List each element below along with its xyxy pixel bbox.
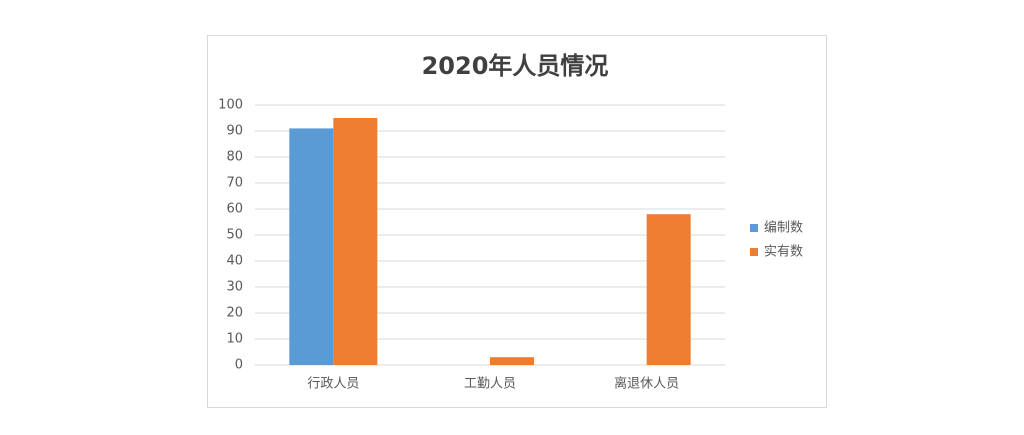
bar [333,118,378,365]
x-tick-label: 行政人员 [307,377,359,392]
legend-label: 实有数 [764,245,803,260]
y-tick-label: 100 [218,98,243,113]
y-tick-label: 10 [226,332,243,347]
y-tick-label: 0 [235,358,243,373]
legend-swatch [750,224,758,232]
legend-swatch [750,248,758,256]
x-tick-label: 离退休人员 [614,376,679,392]
bar [490,357,534,365]
y-tick-label: 40 [226,254,243,269]
y-tick-label: 30 [226,280,243,295]
y-tick-label: 70 [226,176,243,191]
y-tick-label: 60 [226,202,243,217]
bar [289,128,334,365]
y-tick-label: 50 [226,228,243,243]
y-tick-label: 20 [226,306,243,321]
y-tick-label: 90 [226,124,243,139]
chart-title: 2020年人员情况 [422,52,609,80]
y-tick-label: 80 [226,150,243,165]
legend-label: 编制数 [764,221,803,236]
x-tick-label: 工勤人员 [464,377,516,392]
bar [646,214,691,365]
